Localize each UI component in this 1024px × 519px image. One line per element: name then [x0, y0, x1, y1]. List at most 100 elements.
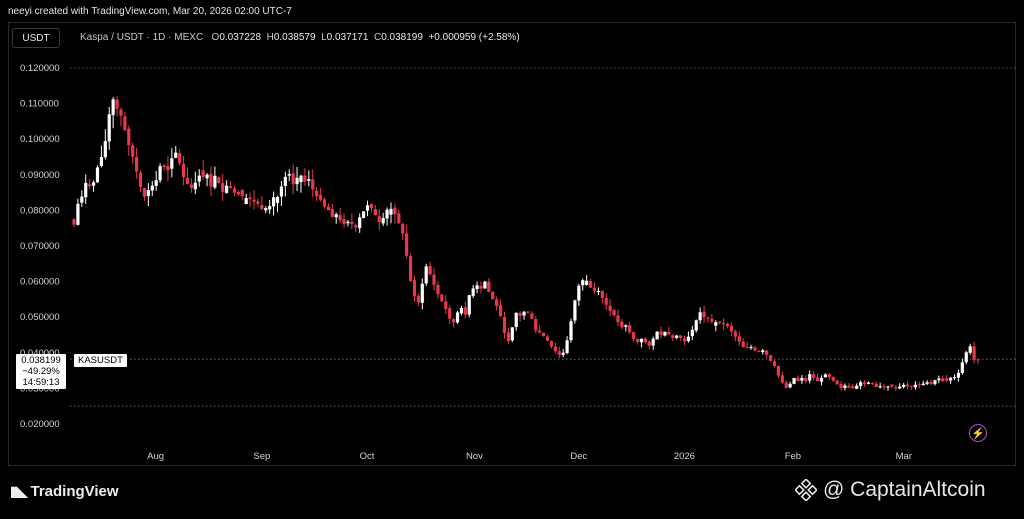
- candle-body: [365, 205, 370, 211]
- candle-body: [381, 218, 385, 224]
- x-tick-label: Mar: [896, 451, 912, 462]
- candle-body: [495, 299, 499, 307]
- candle-body: [162, 165, 166, 168]
- candle-body: [135, 157, 139, 172]
- candle-body: [397, 213, 401, 224]
- x-tick-label: Feb: [785, 451, 801, 462]
- y-tick-label: 0.120000: [20, 63, 60, 74]
- candle-body: [322, 199, 327, 207]
- candle-body: [596, 290, 600, 293]
- x-tick-label: 2026: [674, 451, 695, 462]
- candle-body: [968, 346, 972, 353]
- candle-body: [847, 385, 851, 388]
- candle-body: [283, 176, 287, 186]
- candle-body: [686, 336, 691, 342]
- chart-frame: [8, 22, 1016, 466]
- candle-body: [393, 207, 397, 215]
- candle-body: [459, 308, 464, 314]
- watermark-text: @ CaptainAltcoin: [823, 478, 986, 501]
- candle-body: [561, 352, 565, 355]
- y-tick-label: 0.040000: [20, 348, 60, 359]
- candle-body: [389, 208, 393, 215]
- candle-body: [420, 283, 424, 303]
- legend-symbol[interactable]: Kaspa / USDT · 1D · MEXC: [80, 32, 204, 43]
- candle-body: [788, 383, 792, 388]
- tradingview-logo: ▮◣ TradingView: [10, 483, 119, 500]
- candle-body: [264, 208, 268, 211]
- legend-close-label: C: [373, 32, 382, 43]
- legend-high-label: H: [266, 32, 274, 43]
- candle-body: [291, 173, 295, 185]
- candle-body: [318, 194, 323, 200]
- candle-body: [405, 233, 409, 256]
- candle-body: [518, 313, 522, 316]
- symbol-button[interactable]: USDT: [12, 28, 60, 48]
- legend-open-value: 0.037228: [219, 32, 262, 43]
- candle-body: [373, 208, 377, 216]
- candle-body: [467, 295, 471, 315]
- y-tick-label: 0.070000: [20, 241, 60, 252]
- candle-body: [768, 355, 773, 361]
- candle-body: [592, 287, 597, 292]
- candle-body: [232, 188, 237, 193]
- candle-body: [612, 310, 616, 316]
- candle-body: [307, 179, 311, 181]
- candle-body: [827, 374, 831, 378]
- candle-body: [659, 331, 663, 335]
- chart-attribution: neeyi created with TradingView.com, Mar …: [8, 6, 292, 17]
- candle-body: [271, 197, 276, 207]
- candle-body: [514, 312, 518, 328]
- candle-body: [843, 385, 847, 388]
- candle-body: [174, 152, 178, 158]
- candle-body: [702, 311, 706, 318]
- candle-body: [917, 384, 921, 386]
- ohlc-legend: Kaspa / USDT · 1D · MEXC O0.037228 H0.03…: [80, 32, 520, 43]
- candle-body: [311, 179, 315, 190]
- candle-body: [800, 377, 804, 381]
- candle-body: [502, 316, 507, 333]
- candle-body: [569, 321, 573, 341]
- candle-body: [796, 377, 800, 381]
- candle-body: [256, 201, 260, 204]
- candle-body: [945, 378, 949, 381]
- candle-body: [549, 341, 554, 347]
- candle-body: [432, 274, 436, 285]
- candle-body: [976, 359, 980, 361]
- candle-body: [635, 339, 640, 342]
- candle-body: [831, 376, 835, 381]
- candle-body: [964, 352, 968, 363]
- candle-body: [84, 182, 88, 198]
- candle-body: [412, 280, 417, 297]
- candle-body: [479, 285, 483, 289]
- candle-body: [483, 281, 487, 289]
- candle-body: [737, 336, 741, 342]
- y-tick-label: 0.090000: [20, 170, 60, 181]
- candle-body: [260, 205, 264, 210]
- candle-body: [248, 197, 252, 200]
- candle-body: [369, 204, 374, 209]
- candle-body: [334, 214, 338, 218]
- candle-body: [608, 305, 612, 311]
- candle-body: [718, 321, 722, 323]
- candle-body: [377, 216, 381, 223]
- candle-body: [710, 318, 714, 322]
- candle-body: [553, 346, 557, 352]
- candle-body: [225, 185, 229, 194]
- legend-low-value: 0.037171: [326, 32, 369, 43]
- candle-body: [91, 182, 96, 186]
- candle-body: [76, 203, 80, 225]
- candle-body: [346, 221, 350, 224]
- candle-body: [440, 294, 444, 302]
- candle-body: [870, 382, 874, 384]
- candle-body: [487, 281, 491, 293]
- candle-body: [855, 385, 859, 389]
- candle-body: [361, 211, 366, 218]
- candle-body: [604, 298, 608, 305]
- candle-body: [444, 301, 448, 310]
- candle-body: [898, 386, 902, 389]
- candle-body: [941, 378, 945, 382]
- candle-body: [236, 191, 240, 195]
- candle-body: [678, 335, 683, 338]
- lightning-icon[interactable]: ⚡: [969, 424, 987, 442]
